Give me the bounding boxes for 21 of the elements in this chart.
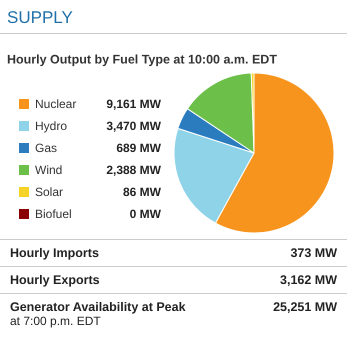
text: Generator Availability at Peak — [10, 300, 186, 314]
legend-label: Hydro — [35, 119, 68, 133]
legend-label: Biofuel — [35, 207, 72, 221]
text: 3,162 MW — [280, 273, 337, 287]
text: 373 MW — [290, 246, 337, 260]
legend-label: Solar — [35, 185, 64, 199]
data-label: 9,161 MW — [106, 97, 162, 111]
text: Hourly Exports — [10, 273, 100, 287]
text: Hourly Imports — [10, 246, 99, 260]
text: 25,251 MW — [273, 300, 337, 314]
text: at 7:00 p.m. EDT — [9, 314, 102, 328]
legend-label: Gas — [35, 141, 58, 155]
chart-title: SUPPLY — [7, 8, 73, 27]
data-label: 689 MW — [116, 141, 162, 155]
legend-label: Nuclear — [35, 97, 76, 111]
data-label: 2,388 MW — [106, 163, 162, 177]
legend-label: Wind — [35, 163, 62, 177]
text: 0 MW — [130, 207, 161, 221]
data-label: 86 MW — [122, 185, 162, 199]
data-label: 3,470 MW — [106, 119, 162, 133]
chart-subtitle: Hourly Output by Fuel Type at 10:00 a.m. EDT — [7, 52, 278, 66]
